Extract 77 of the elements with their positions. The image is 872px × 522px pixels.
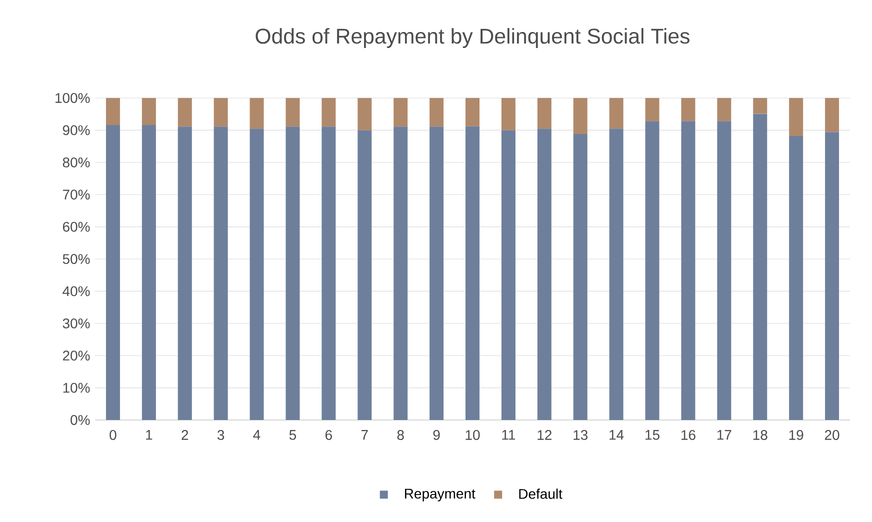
x-tick-label: 1: [146, 430, 152, 440]
bar: [142, 125, 156, 420]
x-tick-label: 18: [753, 430, 768, 440]
bar: [753, 114, 768, 420]
x-tick-label: 9: [433, 430, 440, 440]
bar: [214, 98, 228, 127]
bar: [214, 126, 228, 420]
bar: [466, 98, 480, 126]
x-tick-label: 20: [824, 430, 840, 440]
x-tick-label: 8: [397, 430, 404, 440]
bar: [286, 126, 300, 420]
bar: [717, 121, 732, 420]
y-tick-label: 30%: [62, 318, 90, 328]
y-tick-label: 100%: [56, 93, 90, 103]
y-tick-label: 90%: [62, 125, 90, 136]
bar: [681, 121, 696, 420]
x-tick-label: 7: [361, 430, 368, 440]
bar: [358, 130, 372, 420]
y-tick-label: 70%: [62, 190, 90, 200]
legend-label: Default: [519, 488, 562, 499]
legend-label: Repayment: [405, 488, 476, 502]
bar: [430, 126, 444, 420]
bar: [789, 98, 804, 136]
bar: [789, 136, 804, 420]
x-tick-label: 13: [574, 430, 588, 440]
bar: [825, 132, 840, 420]
y-tick-label: 50%: [62, 254, 90, 264]
x-tick-label: 3: [217, 430, 224, 440]
x-tick-label: 0: [110, 430, 116, 440]
bar: [645, 121, 660, 420]
bar: [825, 98, 840, 132]
x-tick-label: 16: [682, 430, 696, 440]
x-tick-label: 4: [253, 430, 260, 440]
x-tick-label: 6: [326, 430, 332, 440]
bar: [250, 98, 264, 129]
x-tick-label: 15: [646, 430, 660, 440]
bar: [609, 98, 624, 129]
x-tick-label: 19: [789, 430, 804, 440]
bar: [681, 98, 696, 122]
bar: [358, 98, 372, 130]
bar: [717, 98, 732, 122]
y-tick-label: 10%: [63, 382, 90, 393]
bar: [501, 98, 516, 130]
bar: [753, 98, 768, 114]
y-tick-label: 80%: [62, 157, 90, 168]
bar: [537, 128, 552, 420]
bar: [573, 134, 588, 420]
bar: [178, 126, 192, 420]
x-tick-label: 11: [502, 430, 516, 440]
bar: [106, 125, 120, 420]
bar: [178, 98, 192, 127]
bar: [609, 128, 624, 420]
bar: [250, 128, 264, 420]
y-tick-label: 0%: [70, 415, 90, 425]
bar: [537, 98, 552, 129]
y-tick-label: 60%: [62, 222, 90, 232]
y-tick-label: 40%: [62, 286, 90, 296]
x-tick-label: 17: [717, 430, 732, 440]
bar: [466, 126, 480, 420]
x-tick-label: 10: [466, 430, 480, 440]
bar: [322, 98, 336, 127]
bar: [286, 98, 300, 127]
bar: [106, 98, 120, 126]
bar: [430, 98, 444, 127]
bar: [394, 98, 408, 127]
bar: [394, 126, 408, 420]
bar: [573, 98, 588, 134]
x-tick-label: 14: [610, 430, 624, 440]
bar: [322, 126, 336, 420]
x-tick-label: 12: [538, 430, 552, 440]
bar: [645, 98, 660, 122]
bar: [142, 98, 156, 126]
bar: [501, 130, 516, 420]
x-tick-label: 2: [182, 430, 188, 440]
chart-title: Odds of Repayment by Delinquent Social Ties: [256, 28, 690, 48]
y-tick-label: 20%: [62, 350, 90, 361]
x-tick-label: 5: [289, 430, 296, 440]
